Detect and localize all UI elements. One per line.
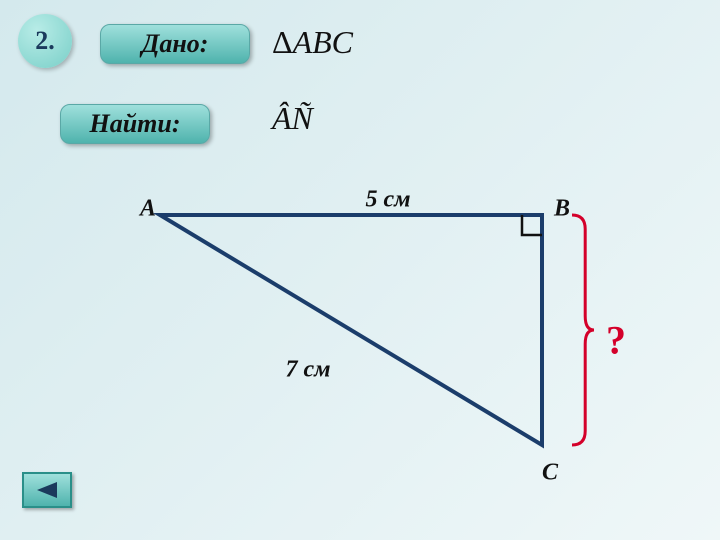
delta-symbol: Δ xyxy=(272,24,293,60)
slide-background xyxy=(0,0,720,540)
find-expression-text: ÂÑ xyxy=(272,100,313,136)
given-label-pill: Дано: xyxy=(100,24,250,64)
side-label-ac: 7 см xyxy=(285,357,330,384)
question-mark: ? xyxy=(606,317,626,364)
find-expression: ÂÑ xyxy=(272,100,313,137)
side-label-ab: 5 см xyxy=(365,187,410,214)
find-label-pill: Найти: xyxy=(60,104,210,144)
find-label-text: Найти: xyxy=(89,109,180,139)
vertex-label-c: C xyxy=(542,460,558,487)
given-expression: ΔABC xyxy=(272,24,353,61)
nav-back-button[interactable] xyxy=(22,472,72,508)
nav-back-icon xyxy=(33,480,61,500)
triangle-name: ABC xyxy=(293,24,353,60)
vertex-label-a: A xyxy=(140,196,156,223)
given-label-text: Дано: xyxy=(142,29,209,59)
problem-number-text: 2. xyxy=(35,26,55,56)
vertex-label-b: B xyxy=(554,196,570,223)
problem-number-badge: 2. xyxy=(18,14,72,68)
